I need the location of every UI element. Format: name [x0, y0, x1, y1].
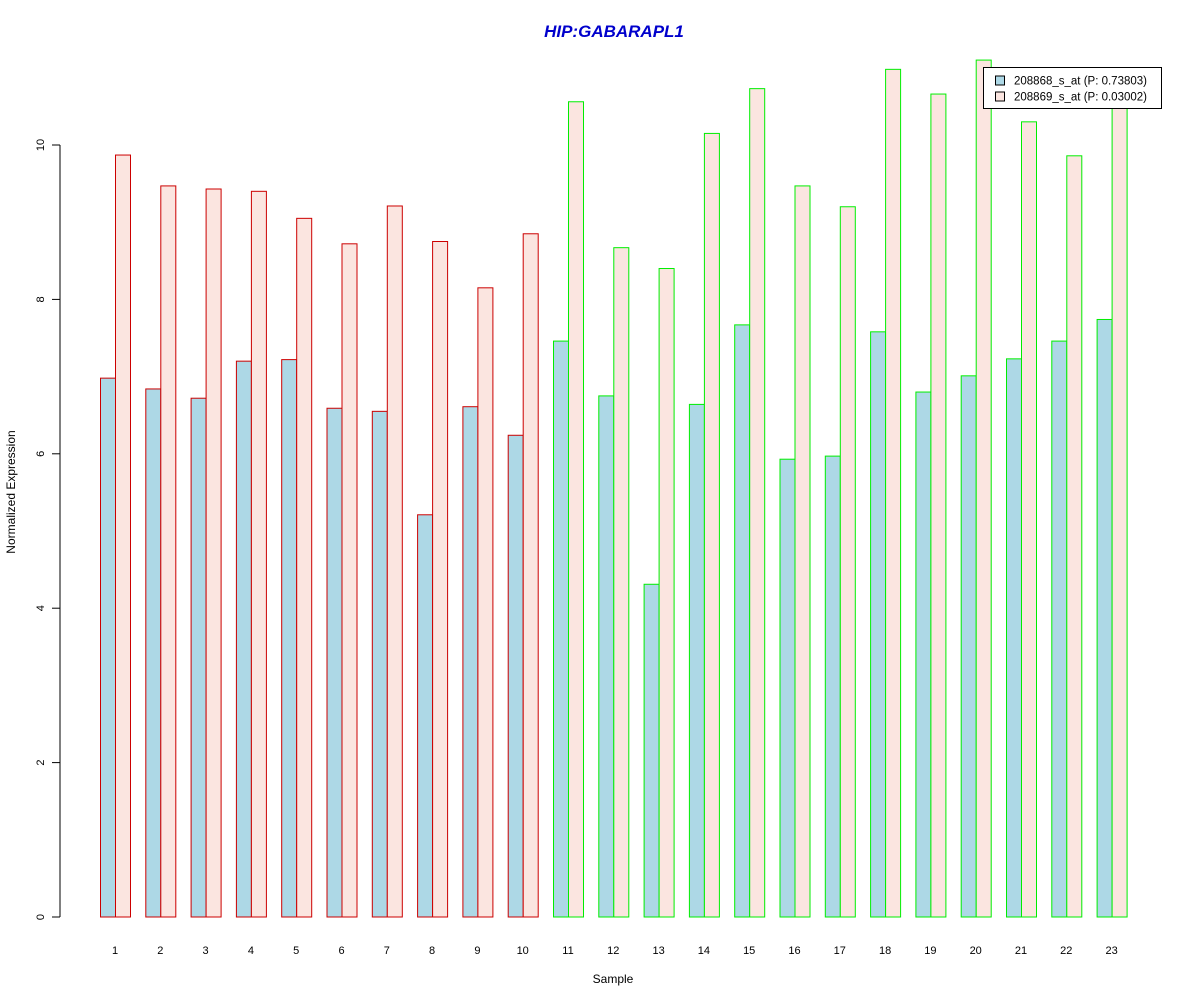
x-tick-label: 19: [924, 945, 936, 957]
bar-sample-15-series-2: [749, 88, 766, 918]
x-tick-label: 15: [743, 945, 755, 957]
bar-sample-21-series-1: [1006, 358, 1022, 918]
x-tick-label: 14: [698, 945, 710, 957]
bar-sample-9-series-2: [477, 287, 494, 918]
bar-sample-11-series-1: [553, 340, 569, 918]
bar-sample-7-series-1: [371, 410, 388, 918]
x-tick-label: 22: [1060, 945, 1072, 957]
bar-sample-3-series-1: [190, 397, 207, 918]
bar-sample-22-series-2: [1066, 155, 1083, 918]
x-tick-label: 17: [834, 945, 846, 957]
bar-sample-5-series-1: [281, 359, 298, 918]
x-tick-label: 2: [157, 945, 163, 957]
bar-sample-19-series-1: [915, 391, 932, 918]
y-tick-label: 6: [35, 451, 47, 457]
x-tick-label: 23: [1105, 945, 1117, 957]
bar-sample-18-series-2: [885, 68, 902, 918]
bar-sample-4-series-2: [250, 190, 267, 918]
bar-sample-2-series-2: [160, 185, 177, 918]
bar-sample-14-series-1: [688, 403, 705, 918]
bar-sample-17-series-2: [839, 206, 856, 918]
bar-sample-11-series-2: [568, 101, 584, 918]
bar-sample-4-series-1: [235, 360, 252, 918]
bar-sample-14-series-2: [703, 132, 720, 918]
bar-sample-1-series-1: [100, 377, 116, 918]
bar-sample-20-series-1: [960, 375, 977, 918]
x-tick-label: 21: [1015, 945, 1027, 957]
x-tick-label: 16: [788, 945, 800, 957]
bar-sample-12-series-1: [598, 395, 615, 918]
x-tick-label: 6: [338, 945, 344, 957]
bar-sample-22-series-1: [1051, 340, 1068, 918]
y-axis-label: Normalized Expression: [4, 430, 18, 553]
x-tick-label: 5: [293, 945, 299, 957]
x-tick-label: 4: [248, 945, 254, 957]
bar-sample-3-series-2: [205, 188, 222, 918]
bar-sample-7-series-2: [386, 205, 403, 918]
x-tick-label: 13: [652, 945, 664, 957]
x-axis-label: Sample: [593, 972, 634, 986]
x-tick-label: 10: [517, 945, 529, 957]
bar-sample-18-series-1: [870, 331, 887, 918]
legend-swatch-1: [995, 75, 1005, 86]
bar-sample-16-series-1: [779, 458, 796, 918]
bar-sample-8-series-2: [432, 241, 449, 918]
bar-sample-16-series-2: [794, 185, 811, 918]
y-tick-label: 2: [35, 760, 47, 766]
bar-sample-13-series-1: [643, 583, 660, 918]
bar-sample-6-series-2: [341, 243, 358, 918]
legend-swatch-2: [995, 91, 1005, 102]
x-tick-label: 1: [112, 945, 118, 957]
y-tick-label: 0: [35, 914, 47, 920]
legend-label-1: 208868_s_at (P: 0.73803): [1014, 76, 1147, 88]
bar-sample-12-series-2: [613, 247, 630, 918]
bar-sample-10-series-2: [522, 233, 539, 918]
bar-sample-23-series-2: [1111, 98, 1128, 918]
x-tick-label: 11: [562, 945, 573, 957]
x-tick-label: 8: [429, 945, 435, 957]
bar-sample-13-series-2: [658, 268, 675, 918]
bar-sample-5-series-2: [296, 217, 313, 918]
legend-box: [983, 67, 1162, 109]
bar-sample-10-series-1: [507, 434, 524, 918]
legend: 208868_s_at (P: 0.73803) 208869_s_at (P: …: [983, 67, 1162, 109]
bar-sample-9-series-1: [462, 406, 479, 918]
y-tick-label: 10: [35, 139, 47, 151]
x-tick-label: 20: [970, 945, 982, 957]
x-tick-label: 12: [607, 945, 619, 957]
y-tick-label: 8: [35, 296, 47, 302]
bar-sample-17-series-1: [824, 455, 841, 918]
bar-sample-19-series-2: [930, 93, 947, 918]
bar-sample-20-series-2: [975, 59, 992, 918]
bar-sample-1-series-2: [115, 154, 131, 918]
bar-sample-8-series-1: [417, 514, 434, 918]
x-tick-label: 18: [879, 945, 891, 957]
chart-title: HIP:GABARAPL1: [544, 22, 684, 41]
bar-sample-15-series-1: [734, 324, 751, 918]
bars-group: [100, 59, 1128, 918]
x-tick-label: 3: [203, 945, 209, 957]
legend-label-2: 208869_s_at (P: 0.03002): [1014, 92, 1147, 104]
x-tick-label: 7: [384, 945, 390, 957]
y-axis: 0 2 4 6 8 10: [35, 139, 61, 920]
x-tick-label: 9: [474, 945, 480, 957]
bar-sample-23-series-1: [1096, 318, 1113, 918]
bar-sample-6-series-1: [326, 407, 343, 918]
bar-sample-21-series-2: [1021, 121, 1037, 918]
bar-sample-2-series-1: [145, 388, 162, 918]
x-tick-labels: 1 2 3 4 5 6 7 8 9 10 11 12 13 14 15 16 17 18 19 20 21 22 23: [112, 945, 1118, 957]
y-tick-label: 4: [35, 605, 47, 611]
